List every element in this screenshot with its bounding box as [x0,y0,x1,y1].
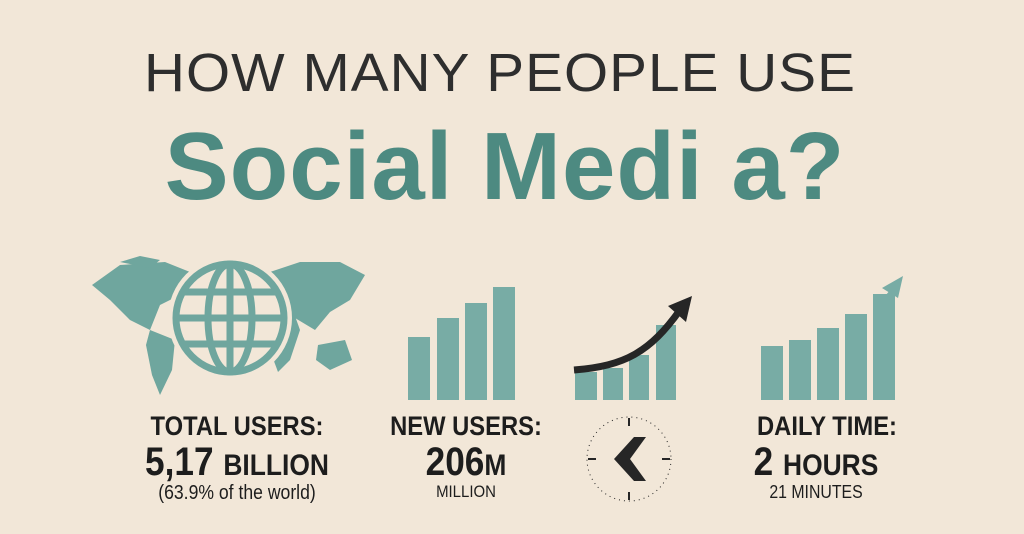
bar [873,294,895,400]
daily-time-chart-icon [761,276,903,400]
total-users-number: 5,17 [145,440,214,484]
total-users-value: 5,17 BILLION [131,440,342,485]
daily-time-value: 2 HOURS [728,440,904,485]
new-users-value: 206M [378,440,554,485]
bar [493,287,515,400]
new-users-note: MILLION [436,482,496,501]
bar [408,337,430,400]
bar-chart-icon [408,287,515,400]
bar [629,355,649,400]
daily-time-label: DAILY TIME: [757,411,897,441]
growth-bars [575,325,676,400]
title-line-2: Social Medi a? [164,113,846,220]
new-users-number: 206 [425,440,485,484]
title-line-1: HOW MANY PEOPLE USE [143,43,857,103]
clock-dial [586,416,672,502]
bar [789,340,811,400]
bar [437,318,459,400]
bar [761,346,783,400]
continent-australia [316,340,352,370]
continent-greenland [120,256,160,268]
daily-time-unit: HOURS [783,449,879,482]
globe-icon [172,260,288,376]
daily-time-note: 21 MINUTES [769,482,863,502]
bar [575,372,597,400]
bar [465,303,487,400]
bar [845,314,867,400]
bar [817,328,839,400]
continent-north-america [92,262,190,330]
new-users-label: NEW USERS: [390,411,542,441]
total-users-unit: BILLION [223,449,329,482]
total-users-note: (63.9% of the world) [158,482,316,504]
daily-time-bars [761,294,895,400]
total-users-label: TOTAL USERS: [150,411,324,441]
daily-time-number: 2 [753,440,774,484]
bar [603,368,623,400]
daily-time-arrow-line [881,288,897,304]
continent-south-america [146,330,175,395]
growth-arrow-line [573,307,683,374]
growth-arrow-head-icon [668,296,692,322]
clock-chevron-icon [614,437,646,481]
world-map-globe-icon [92,256,365,395]
clock-icon [586,416,672,502]
bar [656,325,676,400]
new-users-unit: M [484,449,507,482]
growth-arrow-chart-icon [573,296,692,400]
daily-time-arrow-head-icon [882,276,903,298]
